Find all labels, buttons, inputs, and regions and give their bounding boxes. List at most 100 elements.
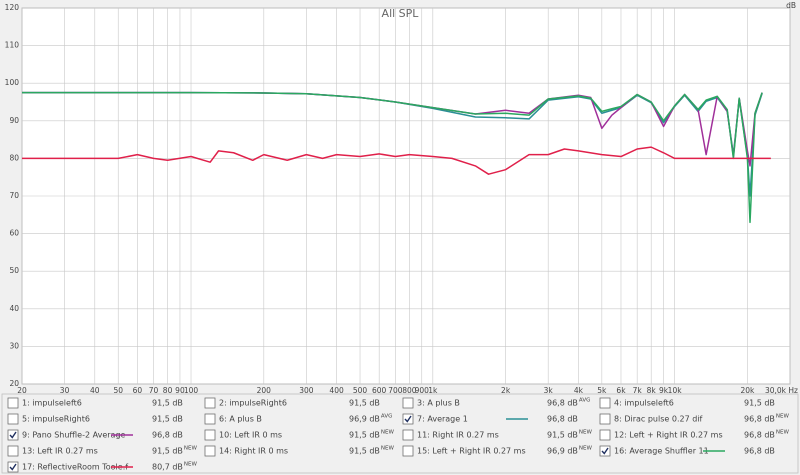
legend-value-tag: NEW	[579, 430, 593, 436]
legend-value: 91,5 dB	[152, 399, 183, 408]
legend-value-tag: NEW	[184, 446, 198, 452]
legend-label: 1: impulseleft6	[22, 399, 82, 408]
legend-value: 96,9 dB	[349, 415, 380, 424]
x-tick-label: 600	[372, 386, 387, 395]
checkbox[interactable]	[599, 445, 611, 457]
x-tick-label: 700	[388, 386, 403, 395]
checkbox[interactable]	[7, 397, 19, 409]
x-tick-label: 8k	[647, 386, 657, 395]
legend-value: 96,8 dB	[547, 399, 578, 408]
legend-label: 14: Right IR 0 ms	[219, 447, 288, 456]
checkbox[interactable]	[204, 413, 216, 425]
legend-value: 96,9 dB	[547, 447, 578, 456]
x-tick-label: 100	[184, 386, 199, 395]
legend-label: 12: Left + Right IR 0.27 ms	[614, 431, 723, 440]
legend-value: 96,8 dB	[744, 431, 775, 440]
x-tick-label: 1k	[428, 386, 438, 395]
legend-value: 91,5 dB	[349, 431, 380, 440]
x-tick-label: 500	[353, 386, 368, 395]
checkbox[interactable]	[402, 429, 414, 441]
checkbox-mark	[9, 463, 17, 471]
legend-value: 91,5 dB	[547, 431, 578, 440]
checkbox[interactable]	[402, 445, 414, 457]
legend-value-tag: NEW	[776, 430, 790, 436]
legend-value: 96,8 dB	[744, 415, 775, 424]
checkbox-mark	[601, 447, 609, 455]
x-tick-label: 7k	[633, 386, 643, 395]
y-tick-label: 40	[9, 304, 19, 313]
checkbox-mark	[404, 415, 412, 423]
series-line	[22, 146, 771, 175]
checkbox-mark	[9, 431, 17, 439]
x-tick-label: 4k	[574, 386, 584, 395]
legend-value: 91,5 dB	[152, 415, 183, 424]
checkbox[interactable]	[204, 429, 216, 441]
x-tick-label: 30,0k Hz	[765, 386, 798, 395]
legend-label: 10: Left IR 0 ms	[219, 431, 282, 440]
legend-label: 6: A plus B	[219, 415, 262, 424]
y-tick-label: 30	[9, 341, 19, 350]
legend-value-tag: NEW	[381, 430, 395, 436]
legend-label: 2: impulseRight6	[219, 399, 287, 408]
checkbox[interactable]	[204, 445, 216, 457]
checkbox[interactable]	[402, 413, 414, 425]
x-tick-label: 20k	[740, 386, 755, 395]
x-tick-label: 80	[163, 386, 173, 395]
checkbox[interactable]	[7, 413, 19, 425]
legend-label: 15: Left + Right IR 0.27 ms	[417, 447, 526, 456]
y-tick-label: 120	[5, 3, 20, 12]
x-tick-label: 20	[17, 386, 27, 395]
legend-value: 91,5 dB	[349, 447, 380, 456]
legend-value: 96,8 dB	[744, 447, 775, 456]
x-tick-label: 400	[329, 386, 344, 395]
y-tick-label: 100	[5, 78, 20, 87]
legend-label: 11: Right IR 0.27 ms	[417, 431, 499, 440]
legend-value: 91,5 dB	[349, 399, 380, 408]
legend-value: 96,8 dB	[547, 415, 578, 424]
legend-value: 91,5 dB	[744, 399, 775, 408]
x-tick-label: 9k	[659, 386, 669, 395]
checkbox[interactable]	[402, 397, 414, 409]
legend-value-tag: AVG	[381, 414, 392, 420]
x-tick-label: 5k	[597, 386, 607, 395]
checkbox[interactable]	[599, 429, 611, 441]
legend-label: 13: Left IR 0.27 ms	[22, 447, 98, 456]
checkbox[interactable]	[7, 445, 19, 457]
y-tick-label: 50	[9, 266, 19, 275]
x-tick-label: 30	[60, 386, 70, 395]
checkbox[interactable]	[204, 397, 216, 409]
y-tick-label: 80	[9, 153, 19, 162]
y-axis-label: dB	[786, 1, 796, 10]
x-tick-label: 2k	[501, 386, 511, 395]
legend-label: 8: Dirac pulse 0.27 dif	[614, 415, 703, 424]
legend-value-tag: NEW	[381, 446, 395, 452]
legend-label: 9: Pano Shuffle-2 Average	[22, 431, 126, 440]
legend-value-tag: NEW	[776, 414, 790, 420]
checkbox[interactable]	[599, 397, 611, 409]
x-tick-label: 40	[90, 386, 100, 395]
x-tick-label: 6k	[616, 386, 626, 395]
legend-label: 3: A plus B	[417, 399, 460, 408]
x-tick-label: 50	[113, 386, 123, 395]
legend-value-tag: NEW	[184, 462, 198, 468]
legend-value-tag: AVG	[579, 398, 590, 404]
legend-label: 4: impulseleft6	[614, 399, 674, 408]
x-tick-label: 3k	[544, 386, 554, 395]
legend-value: 96,8 dB	[152, 431, 183, 440]
x-tick-label: 300	[299, 386, 314, 395]
x-tick-label: 70	[149, 386, 159, 395]
x-tick-label: 10k	[668, 386, 683, 395]
y-tick-label: 60	[9, 229, 19, 238]
y-tick-label: 70	[9, 191, 19, 200]
y-tick-label: 20	[9, 379, 19, 388]
chart-title: All SPL	[382, 7, 420, 20]
checkbox[interactable]	[7, 461, 19, 473]
x-tick-label: 900	[415, 386, 430, 395]
checkbox[interactable]	[599, 413, 611, 425]
legend-label: 17: ReflectiveRoom Toole.f	[22, 463, 128, 472]
legend-value-tag: NEW	[579, 446, 593, 452]
x-tick-label: 800	[402, 386, 417, 395]
checkbox[interactable]	[7, 429, 19, 441]
legend-value: 80,7 dB	[152, 463, 183, 472]
